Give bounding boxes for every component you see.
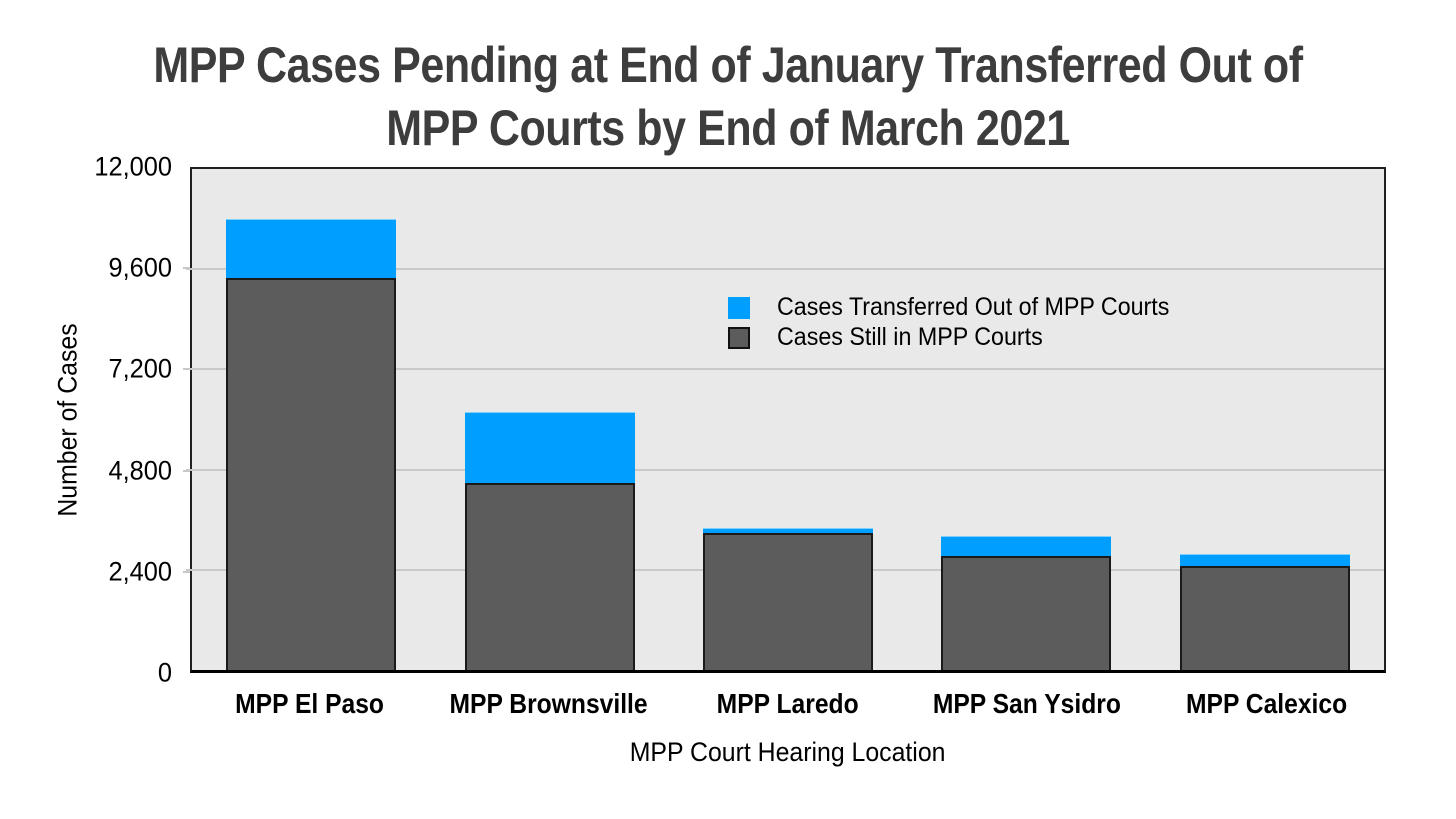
bar-column-mpp-brownsville	[430, 169, 668, 670]
x-category-label: MPP Laredo	[717, 688, 859, 719]
gridline	[186, 468, 1384, 471]
bars	[192, 169, 1384, 670]
y-tick-label: 2,400	[108, 556, 172, 587]
x-category-label: MPP Brownsville	[449, 688, 648, 719]
x-axis-title: MPP Court Hearing Location	[190, 737, 1386, 768]
y-tick-mark	[183, 570, 191, 573]
stacked-bar	[703, 169, 874, 670]
x-category-cell: MPP Laredo	[668, 688, 907, 720]
y-tick-label: 0	[157, 657, 172, 688]
x-category-cell: MPP San Ysidro	[908, 688, 1147, 720]
bar-segment-still	[226, 277, 397, 670]
x-category-cell: MPP Calexico	[1147, 688, 1386, 720]
legend-label-transferred: Cases Transferred Out of MPP Courts	[777, 293, 1170, 321]
bar-segment-still	[703, 533, 874, 670]
x-axis-title-text: MPP Court Hearing Location	[630, 737, 946, 767]
x-category-cell: MPP Brownsville	[429, 688, 668, 720]
legend-row-transferred: Cases Transferred Out of MPP Courts	[728, 293, 1199, 321]
bar-segment-transferred	[941, 536, 1112, 557]
gridline	[186, 368, 1384, 371]
legend-swatch-still-icon	[728, 326, 750, 349]
chart-title-line1: MPP Cases Pending at End of January Tran…	[153, 37, 1303, 93]
x-axis-labels: MPP El Paso MPP Brownsville MPP Laredo MPP …	[190, 688, 1386, 720]
y-tick-label: 12,000	[94, 151, 172, 182]
x-category-label: MPP El Paso	[235, 688, 385, 719]
legend-label-still: Cases Still in MPP Courts	[777, 323, 1043, 351]
legend: Cases Transferred Out of MPP Courts Case…	[728, 293, 1199, 351]
bar-segment-transferred	[1179, 553, 1350, 566]
bar-column-mpp-laredo	[669, 169, 907, 670]
stacked-bar	[226, 169, 397, 670]
bar-segment-transferred	[464, 411, 635, 484]
gridline	[186, 268, 1384, 271]
chart-title: MPP Cases Pending at End of January Tran…	[102, 34, 1354, 160]
y-tick-label: 7,200	[108, 353, 172, 384]
bar-segment-transferred	[703, 527, 874, 534]
bar-segment-still	[941, 556, 1112, 670]
stacked-bar	[941, 169, 1112, 670]
bar-column-mpp-el-paso	[192, 169, 430, 670]
legend-row-still: Cases Still in MPP Courts	[728, 323, 1199, 351]
bar-column-mpp-calexico	[1146, 169, 1384, 670]
bar-segment-still	[464, 483, 635, 670]
y-tick-label: 9,600	[108, 252, 172, 283]
stacked-bar	[464, 169, 635, 670]
y-tick-label: 4,800	[108, 455, 172, 486]
x-category-label: MPP Calexico	[1185, 688, 1347, 719]
chart-title-line2: MPP Courts by End of March 2021	[386, 100, 1070, 156]
y-tick-mark	[183, 469, 191, 472]
x-category-label: MPP San Ysidro	[933, 688, 1122, 719]
bar-column-mpp-san-ysidro	[907, 169, 1145, 670]
y-axis-labels: 0 2,400 4,800 7,200 9,600 12,000	[30, 152, 172, 688]
plot-area: Cases Transferred Out of MPP Courts Case…	[186, 167, 1386, 673]
legend-swatch-transferred-icon	[728, 296, 750, 319]
bar-segment-still	[1179, 565, 1350, 670]
bar-segment-transferred	[226, 219, 397, 278]
x-category-cell: MPP El Paso	[190, 688, 429, 720]
stacked-bar	[1179, 169, 1350, 670]
